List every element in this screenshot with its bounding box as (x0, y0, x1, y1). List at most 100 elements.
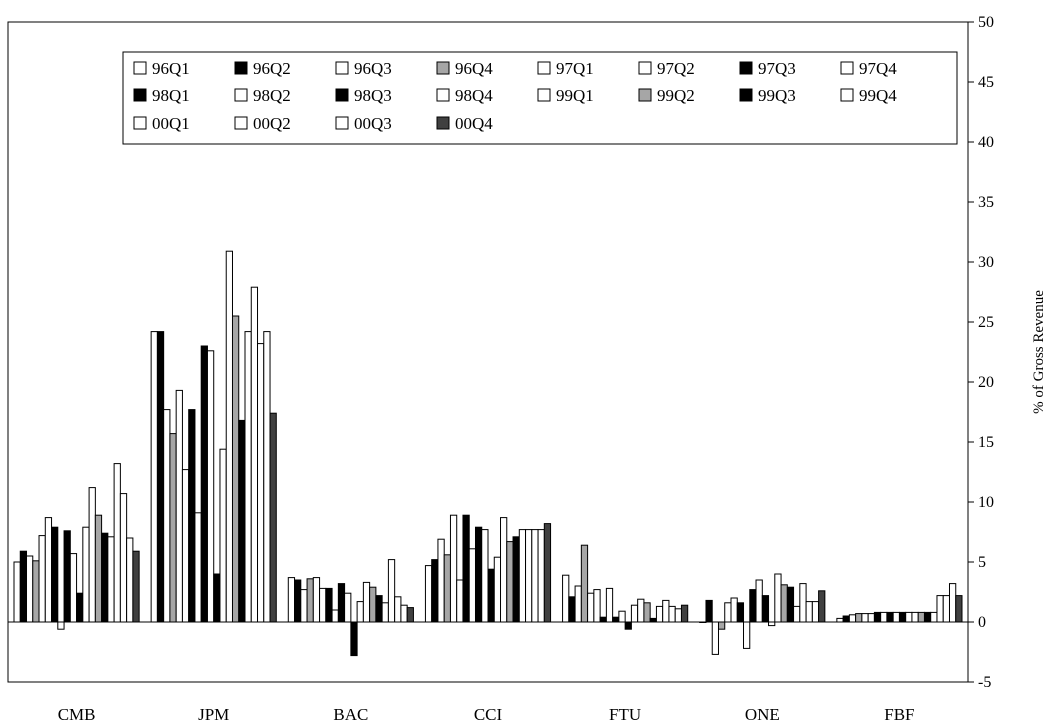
bar-one-98q4 (768, 621, 776, 627)
bar-cmb-99q1 (88, 487, 96, 623)
bar-one-99q4 (793, 605, 801, 623)
legend-label-98q2: 98Q2 (253, 86, 291, 105)
x-tick-label-cmb: CMB (58, 705, 96, 723)
y-tick-label: 40 (978, 134, 994, 151)
legend-label-96q1: 96Q1 (152, 59, 190, 78)
bar-cmb-97q4 (57, 621, 65, 630)
y-tick-label: 0 (978, 614, 986, 631)
bar-cmb-96q2 (19, 550, 28, 623)
bar-cci-00q1 (525, 529, 533, 623)
bar-ftu-96q4 (580, 544, 589, 623)
legend-swatch-97q2 (638, 61, 652, 75)
bar-cci-98q2 (481, 529, 489, 623)
legend-label-97q3: 97Q3 (758, 59, 796, 78)
bar-fbf-99q4 (930, 611, 938, 623)
bar-ftu-00q1 (662, 599, 670, 623)
x-tick-label-one: ONE (745, 705, 780, 723)
bar-cci-96q4 (443, 554, 451, 623)
bar-bac-97q4 (331, 609, 339, 623)
bar-jpm-98q4 (219, 448, 227, 623)
bar-cci-98q1 (474, 526, 483, 623)
bar-cci-00q3 (537, 529, 545, 623)
bar-ftu-97q3 (599, 616, 607, 623)
bar-cmb-96q1 (13, 561, 21, 623)
bar-cci-00q2 (531, 529, 539, 623)
y-tick-label: 10 (978, 494, 994, 511)
bar-cci-99q1 (500, 517, 508, 623)
bar-jpm-00q4 (269, 412, 277, 623)
bar-fbf-96q2 (842, 615, 850, 623)
x-tick-label-fbf: FBF (884, 705, 914, 723)
bar-fbf-99q1 (911, 611, 919, 623)
bar-cci-99q3 (512, 536, 520, 623)
x-tick-label-bac: BAC (333, 705, 368, 723)
bar-fbf-98q1 (886, 611, 894, 623)
legend-label-96q4: 96Q4 (455, 59, 493, 78)
bar-fbf-97q3 (873, 611, 882, 623)
bar-fbf-99q3 (923, 611, 932, 623)
legend-label-00q1: 00Q1 (152, 114, 190, 133)
bar-fbf-98q2 (892, 611, 900, 623)
bar-cci-96q2 (431, 559, 439, 623)
bar-ftu-00q3 (674, 608, 682, 623)
bar-one-97q2 (730, 597, 738, 623)
y-tick-label: 15 (978, 434, 994, 451)
bar-cmb-99q4 (107, 536, 115, 623)
bar-bac-98q1 (337, 583, 346, 623)
bar-jpm-97q4 (194, 512, 202, 623)
y-tick-label: 35 (978, 194, 994, 211)
bar-ftu-97q1 (587, 592, 595, 623)
bar-one-96q3 (711, 621, 719, 655)
legend-swatch-96q2 (234, 61, 248, 75)
bar-cmb-97q2 (44, 517, 53, 623)
legend-label-00q3: 00Q3 (354, 114, 392, 133)
legend-swatch-96q4 (436, 61, 450, 75)
bar-bac-00q3 (400, 604, 408, 623)
bar-ftu-96q2 (568, 596, 576, 623)
bar-cmb-00q3 (126, 537, 134, 623)
legend-label-99q4: 99Q4 (859, 86, 897, 105)
legend-swatch-00q1 (133, 116, 147, 130)
bar-cmb-97q1 (38, 535, 46, 623)
legend-label-96q2: 96Q2 (253, 59, 291, 78)
bar-fbf-98q4 (905, 611, 913, 623)
legend: 96Q1 96Q2 96Q3 96Q4 97Q1 97Q2 97Q3 97Q4 98Q1 98Q2… (122, 51, 958, 145)
bar-fbf-00q4 (955, 595, 963, 623)
plot-frame (7, 21, 969, 683)
bar-fbf-98q3 (898, 611, 907, 623)
bar-cmb-97q3 (51, 526, 59, 623)
x-tick-label-cci: CCI (474, 705, 503, 723)
legend-swatch-97q4 (840, 61, 854, 75)
bar-fbf-97q4 (880, 611, 888, 623)
bar-jpm-97q2 (181, 469, 190, 623)
bar-jpm-96q2 (156, 331, 165, 623)
bar-jpm-99q2 (231, 315, 240, 623)
legend-swatch-99q1 (537, 88, 551, 102)
bar-ftu-00q4 (680, 604, 689, 623)
bar-jpm-99q1 (225, 250, 233, 623)
legend-label-99q2: 99Q2 (657, 86, 695, 105)
legend-swatch-00q2 (234, 116, 248, 130)
bar-ftu-99q3 (649, 617, 657, 623)
legend-swatch-98q3 (335, 88, 349, 102)
bar-ftu-97q4 (605, 587, 614, 623)
bar-one-00q4 (818, 590, 826, 623)
bar-bac-96q3 (300, 589, 308, 623)
legend-label-97q1: 97Q1 (556, 59, 594, 78)
bar-cci-97q3 (462, 514, 470, 623)
legend-label-00q2: 00Q2 (253, 114, 291, 133)
legend-label-99q1: 99Q1 (556, 86, 594, 105)
bar-jpm-00q1 (250, 286, 259, 623)
legend-label-97q4: 97Q4 (859, 59, 897, 78)
bar-bac-98q2 (344, 592, 352, 623)
bars-layer (13, 250, 963, 657)
bar-one-99q1 (774, 573, 782, 623)
bar-cci-00q4 (543, 523, 552, 623)
legend-label-00q4: 00Q4 (455, 114, 493, 133)
y-tick-label: 50 (978, 14, 994, 31)
bar-cmb-99q3 (101, 532, 109, 623)
bar-cci-96q3 (437, 538, 445, 623)
bar-cci-98q3 (487, 568, 495, 623)
bar-cmb-98q2 (69, 553, 78, 623)
